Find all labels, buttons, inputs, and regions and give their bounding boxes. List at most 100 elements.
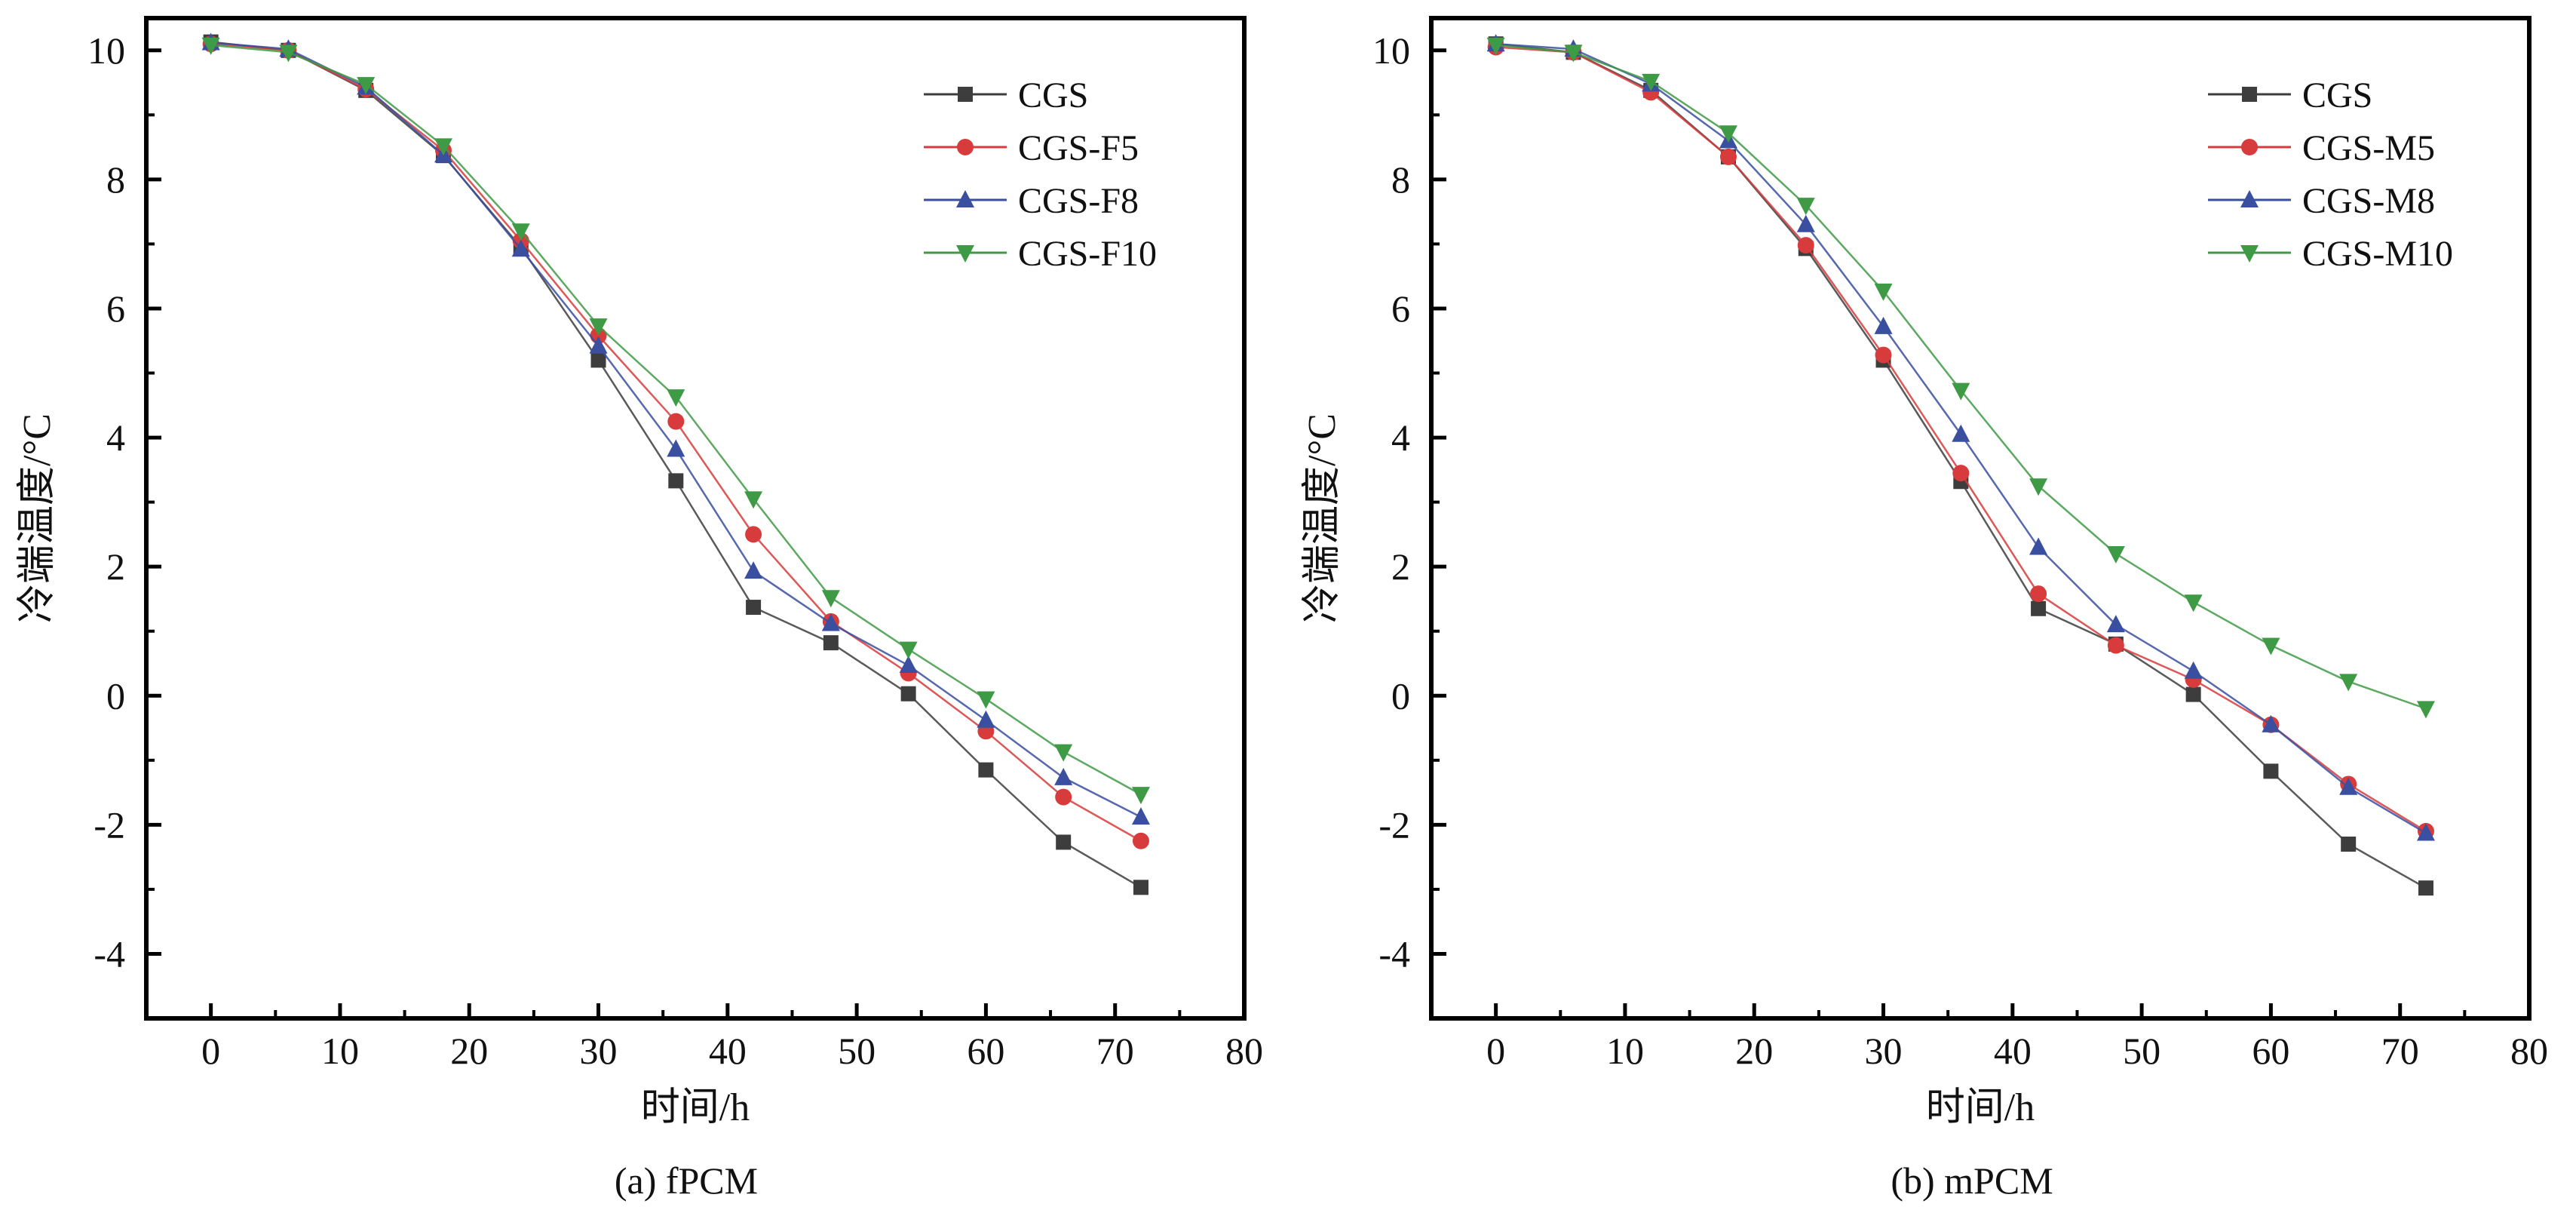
data-point xyxy=(2029,537,2048,555)
data-point xyxy=(667,413,685,430)
legend-label: CGS-M5 xyxy=(2302,128,2435,168)
legend-label: CGS-F5 xyxy=(1018,128,1139,168)
y-tick-label: -2 xyxy=(94,803,125,846)
x-tick-label: 10 xyxy=(321,1030,359,1072)
data-point xyxy=(1719,125,1737,143)
data-point xyxy=(900,686,916,702)
data-point xyxy=(2416,823,2435,841)
x-axis-title: 时间/h xyxy=(1926,1086,2035,1129)
y-tick-label: -2 xyxy=(1378,803,1410,846)
legend-marker xyxy=(2240,245,2259,263)
x-tick-label: 40 xyxy=(709,1030,747,1072)
legend-marker xyxy=(956,245,974,263)
data-point xyxy=(1054,767,1073,785)
data-point xyxy=(977,710,995,728)
data-point xyxy=(2184,594,2203,613)
x-tick-label: 80 xyxy=(2510,1030,2548,1072)
x-tick-label: 30 xyxy=(580,1030,618,1072)
legend: CGS CGS-F5 CGS-F8 CGS-F10 xyxy=(924,75,1157,274)
legend-label: CGS-F10 xyxy=(1018,234,1157,274)
data-point xyxy=(1054,744,1073,762)
legend-label: CGS xyxy=(2302,75,2372,115)
data-point xyxy=(821,590,840,608)
data-point xyxy=(201,37,220,55)
x-tick-label: 30 xyxy=(1865,1030,1903,1072)
data-point xyxy=(1952,465,1970,482)
legend-marker xyxy=(2240,190,2259,207)
data-point xyxy=(823,635,839,651)
data-point xyxy=(2031,600,2047,616)
y-tick-label: 6 xyxy=(1391,287,1410,330)
data-point xyxy=(2262,637,2280,656)
data-point xyxy=(1642,73,1661,91)
y-tick-label: 8 xyxy=(106,158,125,201)
y-tick-label: 10 xyxy=(87,29,125,72)
x-tick-label: 60 xyxy=(2252,1030,2289,1072)
data-point xyxy=(2416,701,2435,719)
data-point xyxy=(977,691,995,709)
data-point xyxy=(2418,880,2433,896)
data-point xyxy=(2341,837,2357,852)
y-tick-label: 4 xyxy=(106,416,125,459)
y-tick-label: 10 xyxy=(1372,29,1410,72)
data-point xyxy=(1874,316,1893,334)
y-axis-title: 冷端温度/°C xyxy=(16,413,59,623)
chart-panel-1: 0 10 20 30 40 50 60 70 80 -4 -2 0 2 4 6 8 10 时间/h 冷端温度/°C (… xyxy=(16,16,1263,1202)
legend-marker xyxy=(2241,139,2258,155)
legend-label: CGS xyxy=(1018,75,1088,115)
plot-frame xyxy=(144,16,1247,1021)
data-point xyxy=(2339,777,2358,795)
data-point xyxy=(2263,763,2279,779)
x-tick-label: 80 xyxy=(1225,1030,1263,1072)
data-point xyxy=(2185,686,2201,702)
data-point xyxy=(2030,585,2047,603)
legend-label: CGS-M8 xyxy=(2302,181,2435,221)
data-point xyxy=(744,491,763,509)
y-tick-label: 6 xyxy=(106,287,125,330)
data-point xyxy=(279,45,298,63)
data-point xyxy=(667,389,685,407)
series-4 xyxy=(1486,37,2435,719)
data-point xyxy=(1564,45,1583,63)
series-line xyxy=(210,41,1142,889)
data-point xyxy=(357,77,376,95)
y-tick-label: 2 xyxy=(106,545,125,588)
data-point xyxy=(511,239,530,257)
data-point xyxy=(745,526,762,543)
data-point xyxy=(1952,382,1970,401)
legend-marker xyxy=(2242,87,2257,102)
x-tick-label: 70 xyxy=(1096,1030,1134,1072)
data-point xyxy=(1486,37,1505,55)
data-point xyxy=(1131,807,1150,825)
series-line xyxy=(1495,44,2427,710)
x-tick-label: 10 xyxy=(1606,1030,1644,1072)
data-point xyxy=(1874,283,1893,301)
data-point xyxy=(590,352,606,368)
series-3 xyxy=(1486,34,2435,841)
data-point xyxy=(1056,834,1072,850)
data-point xyxy=(2107,637,2124,654)
x-tick-label: 20 xyxy=(1735,1030,1773,1072)
data-point xyxy=(978,762,994,778)
data-point xyxy=(1875,346,1892,364)
data-point xyxy=(589,318,608,336)
data-point xyxy=(1796,198,1815,216)
legend-marker xyxy=(956,190,974,207)
panel-caption: (a) fPCM xyxy=(615,1159,758,1202)
y-axis-title: 冷端温度/°C xyxy=(1301,413,1344,623)
data-point xyxy=(511,223,530,241)
x-tick-label: 50 xyxy=(2123,1030,2160,1072)
x-tick-label: 40 xyxy=(1994,1030,2032,1072)
legend-marker xyxy=(957,139,974,155)
series-4 xyxy=(201,37,1150,805)
series-1 xyxy=(203,34,1148,895)
data-point xyxy=(434,138,452,156)
x-tick-label: 60 xyxy=(967,1030,1004,1072)
chart-panel-2: 0 10 20 30 40 50 60 70 80 -4 -2 0 2 4 6 8 10 时间/h 冷端温度/°C (… xyxy=(1301,16,2548,1202)
data-point xyxy=(668,473,684,489)
data-point xyxy=(2262,714,2280,732)
data-point xyxy=(2029,478,2048,496)
data-point xyxy=(1796,214,1815,232)
data-point xyxy=(744,561,763,579)
y-tick-label: -4 xyxy=(94,932,125,975)
